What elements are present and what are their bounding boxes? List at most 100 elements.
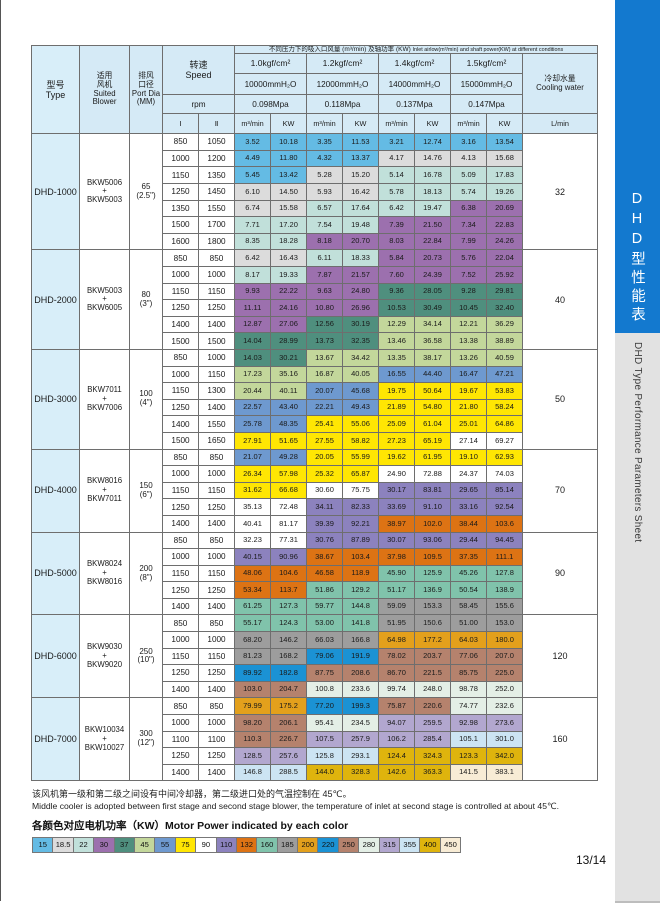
shaft-power-cell: 27.06 [270,315,307,334]
inlet-airflow-cell: 4.49 [234,149,271,168]
header-pressure-3-mmh2o: 14000mmH₂O [378,73,451,96]
speed-i-cell: 1250 [162,498,199,516]
shaft-power-cell: 34.14 [414,315,451,334]
speed-ii-cell: 1000 [198,348,235,367]
inlet-airflow-cell: 24.37 [450,465,487,483]
table-row: DHD-3000 BKW7011 + BKW7006 100 (4") 850 1000… [31,348,599,450]
inlet-airflow-cell: 21.80 [450,398,487,417]
speed-ii-cell: 1150 [198,647,235,666]
table-row: 1250 1250 53.34 113.7 51.86 129.2 51.17 136.9 50… [32,581,598,599]
inlet-airflow-cell: 61.25 [234,597,271,616]
shaft-power-cell: 125.9 [414,564,451,583]
shaft-power-cell: 175.2 [270,697,307,716]
speed-i-cell: 1500 [162,216,199,234]
inlet-airflow-cell: 8.17 [234,266,271,284]
inlet-airflow-cell: 6.74 [234,199,271,218]
note-cn: 该风机第一级和第二级之间设有中间冷却器，第二级进口处的气温控制在 45℃。 [32,789,352,799]
port-diameter: 150 (6") [129,448,163,533]
inlet-airflow-cell: 86.70 [378,664,415,682]
header-pressure-2-kgf: 1.2kgf/cm² [306,53,379,75]
table-row: 1250 1250 11.11 24.16 10.80 26.96 10.53 30.49 10… [32,299,598,317]
speed-ii-cell: 1400 [198,597,235,616]
shaft-power-cell: 324.3 [414,747,451,765]
speed-i-cell: 1150 [162,647,199,666]
shaft-power-cell: 104.6 [270,564,307,583]
shaft-power-cell: 109.5 [414,548,451,566]
port-diameter: 65 (2.5") [129,133,163,251]
shaft-power-cell: 55.99 [342,448,379,467]
header-pressure-2-mmh2o: 12000mmH₂O [306,73,379,96]
shaft-power-cell: 11.80 [270,149,307,168]
table-row: DHD-4000 BKW8016 + BKW7011 150 (6") 850 850 2… [31,448,599,533]
table-row: 1400 1400 103.0 204.7 100.8 233.6 99.74 248.0 98… [32,680,598,699]
inlet-airflow-cell: 9.93 [234,282,271,301]
speed-i-cell: 1600 [162,232,199,251]
header-rpm: rpm [162,94,235,115]
speed-i-cell: 1250 [162,664,199,682]
speed-i-cell: 1250 [162,398,199,417]
performance-table: 型号 Type 适用 风机 Suited Blower 排风 口径 Port D… [31,44,599,782]
speed-ii-cell: 1250 [198,581,235,599]
inlet-airflow-cell: 46.58 [306,564,343,583]
speed-ii-cell: 1400 [198,763,235,782]
table-row: 1150 1150 48.06 104.6 46.58 118.9 45.90 125.9 45… [32,564,598,583]
inlet-airflow-cell: 10.53 [378,299,415,317]
shaft-power-cell: 233.6 [342,680,379,699]
shaft-power-cell: 136.9 [414,581,451,599]
speed-ii-cell: 1050 [198,133,235,151]
shaft-power-cell: 257.9 [342,730,379,749]
inlet-airflow-cell: 29.44 [450,531,487,550]
header-pressure-4-mmh2o: 15000mmH₂O [450,73,523,96]
inlet-airflow-cell: 92.98 [450,714,487,732]
inlet-airflow-cell: 25.09 [378,415,415,433]
inlet-airflow-cell: 25.32 [306,465,343,483]
inlet-airflow-cell: 5.28 [306,166,343,185]
shaft-power-cell: 257.6 [270,747,307,765]
header-port-dia: 排风 口径 Port Dia (MM) [129,44,163,135]
port-diameter: 80 (3") [129,249,163,350]
shaft-power-cell: 288.5 [270,763,307,782]
speed-i-cell: 1400 [162,597,199,616]
inlet-airflow-cell: 14.03 [234,348,271,367]
speed-i-cell: 850 [162,614,199,633]
table-row: 1400 1550 25.78 48.35 25.41 55.06 25.09 61.04 25… [32,415,598,433]
inlet-airflow-cell: 4.17 [378,149,415,168]
shaft-power-cell: 75.75 [342,481,379,500]
inlet-airflow-cell: 19.75 [378,382,415,400]
header-unit-flow: m³/min [450,113,487,135]
suited-blower: BKW8024 + BKW8016 [79,531,130,616]
inlet-airflow-cell: 3.52 [234,133,271,151]
table-row: 1000 1000 40.15 90.96 38.67 103.4 37.98 109.5 37… [32,548,598,566]
inlet-airflow-cell: 55.17 [234,614,271,633]
inlet-airflow-cell: 48.06 [234,564,271,583]
legend-swatch: 355 [399,837,421,853]
note-en: Middle cooler is adopted between first s… [32,801,560,811]
shaft-power-cell: 92.54 [486,498,523,516]
cooling-water-cell: 50 [521,348,599,450]
shaft-power-cell: 69.27 [486,431,523,450]
speed-i-cell: 1400 [162,680,199,699]
inlet-airflow-cell: 53.00 [306,614,343,633]
speed-ii-cell: 850 [198,697,235,716]
shaft-power-cell: 20.73 [414,249,451,268]
table-row: 1000 1000 98.20 206.1 95.41 234.5 94.07 259.5 92… [32,714,598,732]
legend-title: 各颜色对应电机功率（KW）Motor Power indicated by ea… [32,820,349,832]
speed-ii-cell: 850 [198,614,235,633]
shaft-power-cell: 17.20 [270,216,307,234]
inlet-airflow-cell: 79.99 [234,697,271,716]
shaft-power-cell: 65.19 [414,431,451,450]
shaft-power-cell: 191.9 [342,647,379,666]
motor-power-legend: 15 18.5 22 30 37 45 55 75 90 110 132 160 185 200 220 25… [32,837,462,853]
inlet-airflow-cell: 27.23 [378,431,415,450]
inlet-airflow-cell: 31.62 [234,481,271,500]
shaft-power-cell: 62.93 [486,448,523,467]
inlet-airflow-cell: 11.11 [234,299,271,317]
speed-i-cell: 1000 [162,631,199,649]
inlet-airflow-cell: 89.92 [234,664,271,682]
shaft-power-cell: 19.26 [486,183,523,201]
shaft-power-cell: 111.1 [486,548,523,566]
table-row: DHD-5000 BKW8024 + BKW8016 200 (8") 850 850 3… [31,531,599,616]
shaft-power-cell: 248.0 [414,680,451,699]
shaft-power-cell: 14.76 [414,149,451,168]
shaft-power-cell: 57.98 [270,465,307,483]
